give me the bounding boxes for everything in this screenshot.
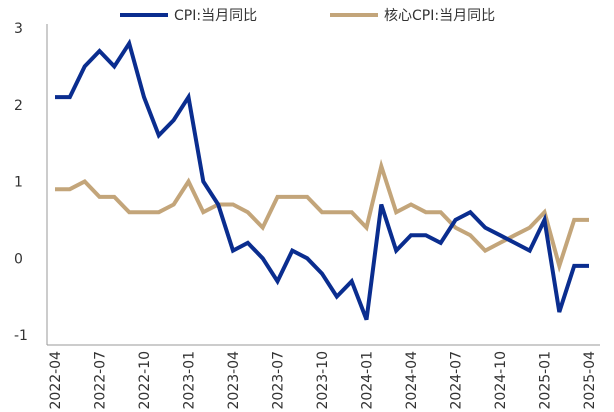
y-tick-label: 0 — [14, 251, 23, 267]
cpi-series-line — [55, 38, 589, 321]
x-tick-label: 2023-07 — [271, 351, 287, 410]
x-tick-label: 2025-04 — [582, 351, 598, 410]
core-cpi-series-line — [55, 158, 589, 273]
x-tick-label: 2023-10 — [315, 351, 331, 410]
x-tick-label: 2024-07 — [449, 351, 465, 410]
legend-label: CPI:当月同比 — [174, 8, 257, 24]
x-tick-label: 2023-04 — [226, 351, 242, 410]
y-tick-label: 1 — [14, 175, 23, 191]
x-tick-label: 2024-10 — [493, 351, 509, 410]
y-axis: 3 2 1 0 -1 — [14, 21, 48, 345]
x-tick-label: 2023-01 — [182, 351, 198, 410]
x-tick-label: 2024-04 — [404, 351, 420, 410]
x-tick-label: 2022-04 — [48, 351, 64, 410]
y-tick-label: 2 — [14, 98, 23, 114]
x-tick-label: 2025-01 — [538, 351, 554, 410]
x-axis: 2022-04 2022-07 2022-10 2023-01 2023-04 2023-… — [47, 344, 600, 410]
legend: CPI:当月同比 核心CPI:当月同比 — [120, 8, 495, 24]
x-tick-label: 2022-10 — [137, 351, 153, 410]
x-tick-label: 2022-07 — [93, 351, 109, 410]
x-tick-label: 2024-01 — [360, 351, 376, 410]
y-tick-label: 3 — [14, 21, 23, 37]
plot-lines — [55, 38, 589, 321]
y-tick-label: -1 — [14, 328, 28, 344]
legend-label: 核心CPI:当月同比 — [384, 8, 495, 24]
